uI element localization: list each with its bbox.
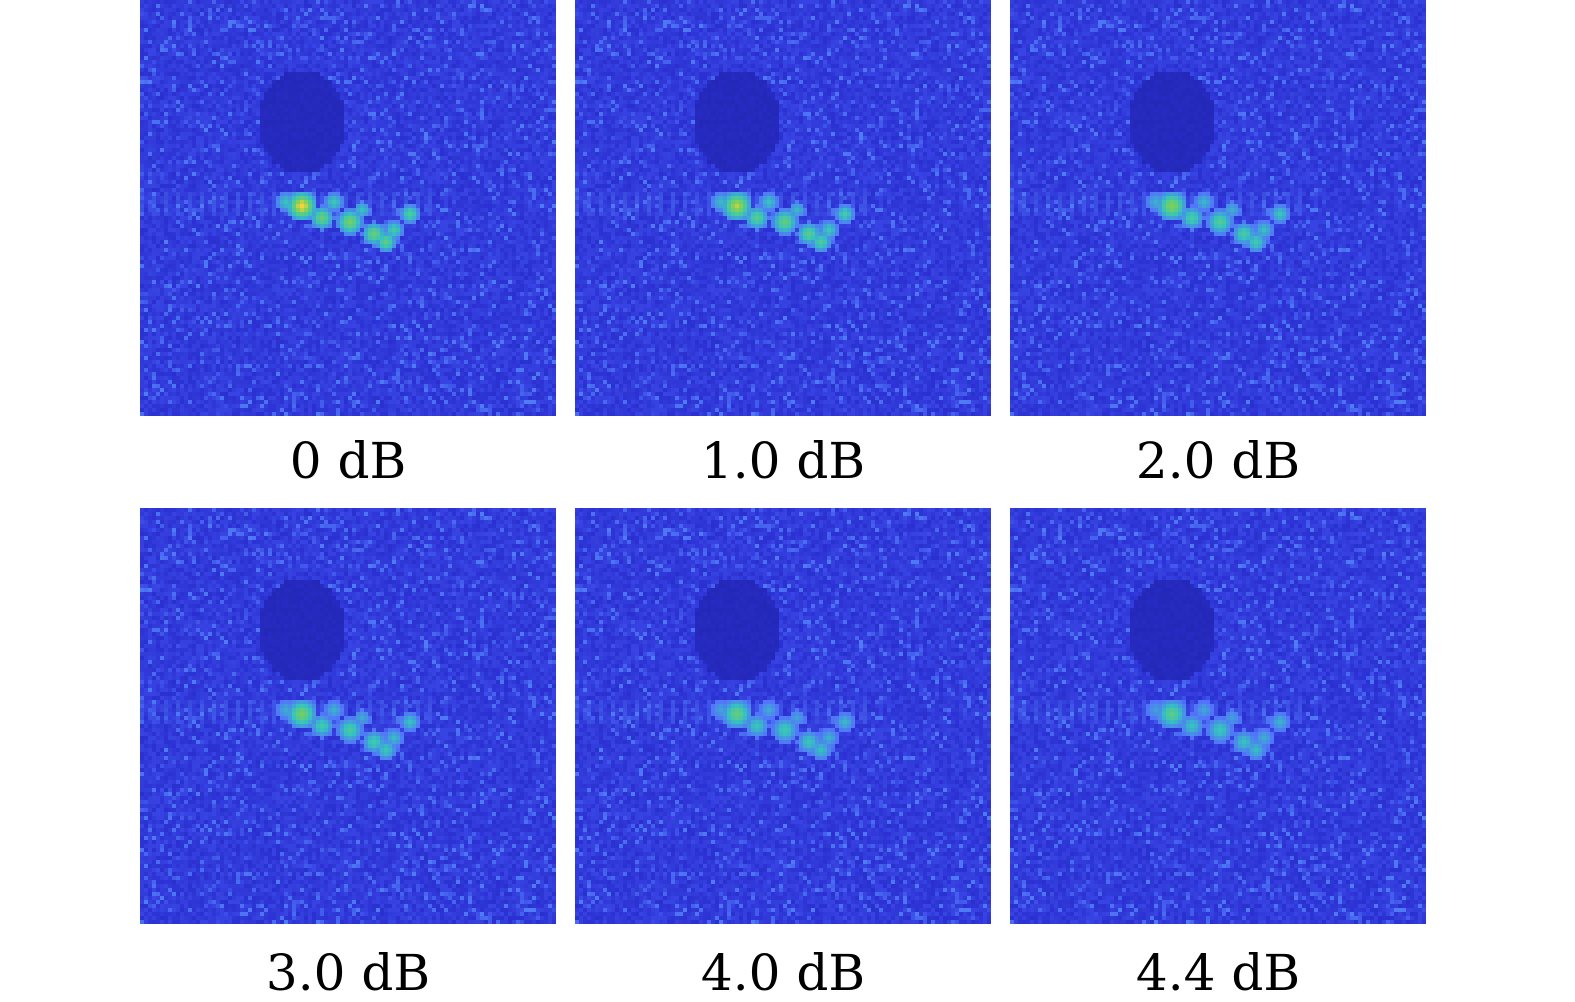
panel-caption: 2.0 dB xyxy=(1010,436,1426,486)
panel-caption: 0 dB xyxy=(140,436,556,486)
panel-caption: 4.0 dB xyxy=(575,948,991,998)
sar-image xyxy=(140,0,556,416)
panel-0: 0 dB xyxy=(140,0,556,416)
panel-3: 3.0 dB xyxy=(140,508,556,924)
speckle-layer xyxy=(1010,0,1426,416)
speckle-layer xyxy=(140,508,556,924)
speckle-layer xyxy=(575,0,991,416)
speckle-layer xyxy=(1010,508,1426,924)
panel-1: 1.0 dB xyxy=(575,0,991,416)
panel-4: 4.0 dB xyxy=(575,508,991,924)
sar-image xyxy=(575,0,991,416)
panel-5: 4.4 dB xyxy=(1010,508,1426,924)
speckle-layer xyxy=(575,508,991,924)
sar-image xyxy=(1010,0,1426,416)
sar-image xyxy=(140,508,556,924)
panel-caption: 4.4 dB xyxy=(1010,948,1426,998)
panel-caption: 1.0 dB xyxy=(575,436,991,486)
panel-2: 2.0 dB xyxy=(1010,0,1426,416)
speckle-layer xyxy=(140,0,556,416)
panel-caption: 3.0 dB xyxy=(140,948,556,998)
sar-image xyxy=(575,508,991,924)
sar-image xyxy=(1010,508,1426,924)
